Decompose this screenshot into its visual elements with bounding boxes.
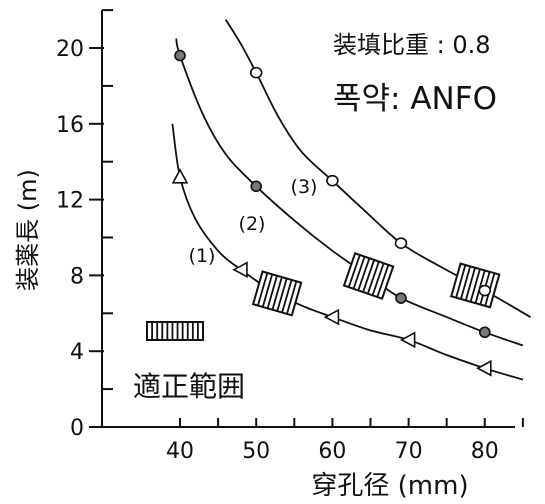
series-label: (3) (291, 176, 318, 198)
data-point (478, 326, 491, 339)
optimal-range-block-hatch (286, 281, 298, 315)
optimal-range-block (450, 262, 501, 309)
optimal-range-legend-swatch (146, 321, 204, 341)
x-tick-label: 40 (166, 439, 194, 464)
optimal-range-block-hatch (460, 266, 472, 300)
series-1: (1) (171, 123, 524, 381)
x-tick-label: 60 (318, 439, 346, 464)
y-tick-label: 20 (56, 37, 84, 62)
optimal-range-block-hatch (281, 279, 293, 313)
series-2: (2) (174, 38, 524, 347)
series-3: (3) (224, 19, 531, 318)
data-point (394, 237, 408, 249)
data-point (171, 168, 189, 184)
optimal-range-block-hatch (276, 278, 288, 312)
x-tick-label: 50 (242, 439, 270, 464)
optimal-range-block (251, 270, 303, 317)
x-tick-label: 70 (395, 439, 423, 464)
optimal-range-block-hatch (261, 274, 274, 308)
optimal-range-block-hatch (464, 267, 476, 301)
x-axis-label: 穿孔径 (mm) (311, 471, 468, 501)
y-axis-label: 装薬長 (m) (14, 169, 42, 291)
series-label: (1) (189, 245, 216, 267)
data-point (326, 174, 339, 187)
x-tick-label: 80 (471, 439, 499, 464)
data-point (250, 180, 263, 193)
charge-ratio-annotation: 装填比重 : 0.8 (333, 31, 491, 59)
optimal-range-block (342, 252, 395, 300)
y-tick-label: 16 (56, 113, 84, 138)
data-point (478, 284, 492, 297)
y-tick-label: 12 (56, 189, 84, 214)
optimal-range-block-hatch (469, 268, 481, 303)
series-line (171, 123, 524, 381)
data-point (232, 261, 248, 279)
series-label: (2) (239, 213, 266, 235)
data-point (476, 359, 492, 377)
annotation-layer: 装填比重 : 0.8 폭약: ANFO 適正範囲 装薬長 (m) 穿孔径 (mm… (14, 31, 497, 501)
optimal-range-block-hatch (366, 261, 380, 294)
optimal-range-block-hatch (376, 264, 390, 298)
data-point (399, 331, 416, 349)
series-layer: (1) (2) (3) (171, 19, 531, 381)
data-point (395, 292, 407, 304)
optimal-range-block-hatch (362, 259, 375, 293)
series-line (175, 38, 524, 347)
optimal-range-block-hatch (266, 275, 278, 309)
data-point (323, 308, 340, 326)
optimal-range-block-hatch (352, 256, 366, 290)
explosive-annotation: 폭약: ANFO (333, 81, 497, 117)
data-point (174, 49, 186, 62)
optimal-range-block-hatch (347, 254, 361, 288)
y-tick-label: 4 (70, 340, 84, 365)
data-point (249, 66, 263, 79)
y-tick-label: 0 (70, 416, 84, 441)
optimal-range-legend-label: 適正範囲 (133, 370, 245, 403)
optimal-range-block-hatch (455, 264, 467, 298)
optimal-range-block-hatch (257, 272, 269, 306)
legend-swatch-block-frame (146, 321, 204, 341)
axes: 0 4 8 12 16 20 40 50 60 70 80 (56, 9, 524, 464)
y-tick-label: 8 (70, 264, 84, 289)
optimal-range-block-hatch (371, 262, 385, 296)
optimal-range-block-hatch (357, 257, 371, 291)
optimal-range-block-hatch (271, 276, 283, 310)
legend-swatch-block (146, 321, 204, 341)
